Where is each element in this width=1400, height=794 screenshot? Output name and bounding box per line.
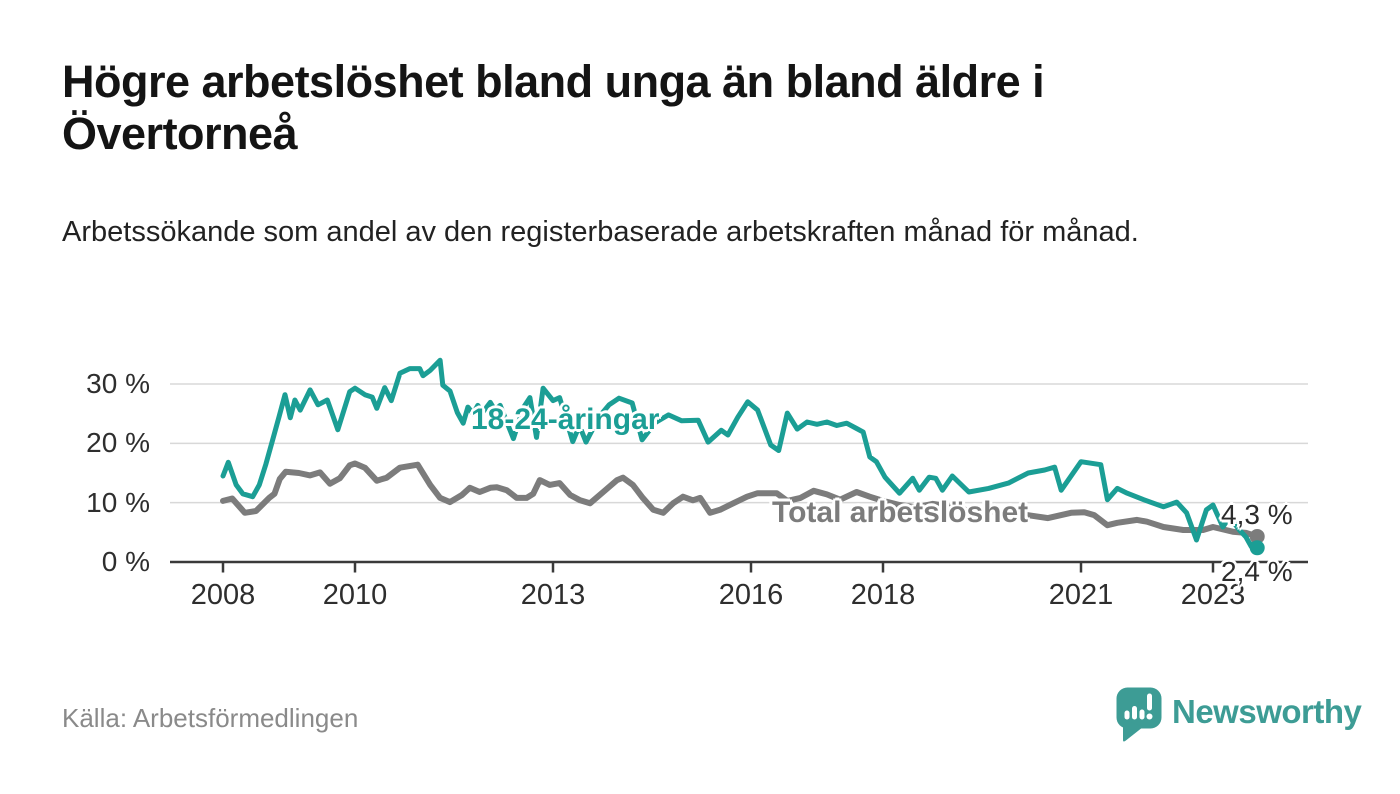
x-tick-label: 2018 bbox=[850, 579, 916, 611]
page-title: Högre arbetslöshet bland unga än bland ä… bbox=[62, 56, 1045, 160]
y-tick-label: 30 % bbox=[86, 368, 150, 399]
y-tick-label: 20 % bbox=[86, 427, 150, 459]
newsworthy-icon bbox=[1116, 687, 1162, 742]
x-tick-label: 2023 bbox=[1180, 579, 1246, 611]
end-value-label-total: 4,3 % bbox=[1221, 499, 1293, 530]
x-tick-label: 2013 bbox=[520, 579, 586, 611]
newsworthy-logo: Newsworthy bbox=[1115, 686, 1362, 744]
series-line-young bbox=[220, 357, 1260, 551]
series-label-total: Total arbetslöshet bbox=[772, 496, 1029, 529]
logo-bar-3 bbox=[1139, 709, 1145, 720]
logo-bar-2 bbox=[1132, 706, 1137, 720]
chart-subtitle: Arbetssökande som andel av den registerb… bbox=[62, 216, 1139, 248]
series-end-dot-total bbox=[1249, 528, 1265, 544]
logo-exclamation-bar bbox=[1147, 693, 1152, 711]
source-note: Källa: Arbetsförmedlingen bbox=[62, 703, 359, 733]
series-label-young: 18-24-åringar bbox=[471, 403, 660, 436]
logo-bar-1 bbox=[1124, 710, 1130, 720]
logo-exclamation-dot bbox=[1146, 713, 1153, 720]
y-tick-label: 0 % bbox=[101, 546, 150, 577]
x-tick-label: 2010 bbox=[322, 579, 388, 611]
y-tick-label: 10 % bbox=[86, 486, 150, 518]
newsworthy-wordmark: Newsworthy bbox=[1172, 693, 1362, 730]
series-line-total bbox=[220, 460, 1261, 540]
series-end-dot-young bbox=[1249, 540, 1265, 556]
x-tick-label: 2016 bbox=[718, 579, 784, 611]
x-tick-label: 2008 bbox=[190, 579, 256, 611]
end-value-label-young: 2,4 % bbox=[1221, 556, 1293, 587]
x-tick-label: 2021 bbox=[1048, 579, 1114, 611]
